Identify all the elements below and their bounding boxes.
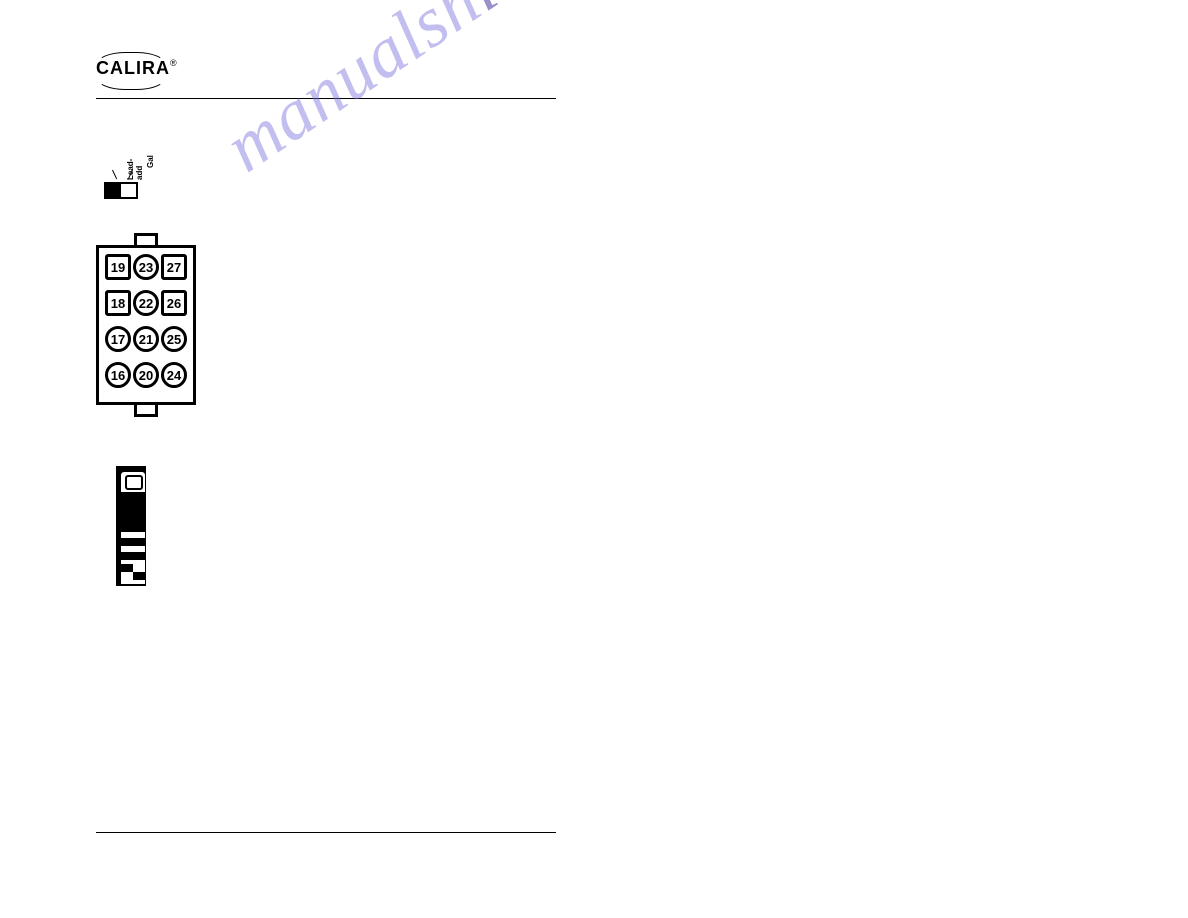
rule-bottom [96,832,556,833]
connector-pin-23: 23 [133,254,159,280]
terminal-seg-1 [121,472,145,492]
connector-pin-18: 18 [105,290,131,316]
connector-pin-25: 25 [161,326,187,352]
connector-pin-16: 16 [105,362,131,388]
connector-pin-21: 21 [133,326,159,352]
terminal-block-diagram [116,466,146,586]
switch-label-gel: Gal [146,155,155,168]
connector-key-top [134,233,158,245]
connector-pin-20: 20 [133,362,159,388]
connector-body: 192327 182226 172125 162024 [96,245,196,405]
connector-pin-24: 24 [161,362,187,388]
rule-top [96,98,556,99]
connector-pin-17: 17 [105,326,131,352]
connector-pin-27: 27 [161,254,187,280]
watermark-part-b: ive.com [449,0,683,26]
connector-pin-grid: 192327 182226 172125 162024 [105,254,187,396]
terminal-seg-2 [121,532,145,552]
connector-pin-26: 26 [161,290,187,316]
connector-pin-22: 22 [133,290,159,316]
connector-key-bottom [134,405,158,417]
switch-pos-gel [121,184,136,197]
content-column [96,60,556,99]
connector-diagram: 192327 182226 172125 162024 [96,245,196,405]
switch-pos-lead [106,184,121,197]
switch-body [104,182,138,199]
terminal-seg-3 [121,560,145,584]
connector-pin-19: 19 [105,254,131,280]
